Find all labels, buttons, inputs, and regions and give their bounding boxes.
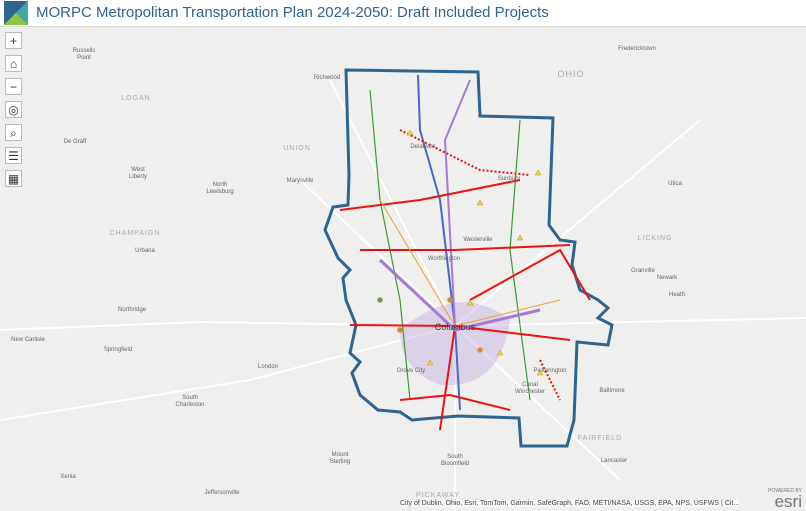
place-label: Fredericktown	[618, 46, 656, 52]
place-label: Pickerington	[533, 368, 566, 374]
app-title: MORPC Metropolitan Transportation Plan 2…	[36, 4, 549, 21]
place-label: Northridge	[118, 307, 147, 313]
place-label: Westerville	[463, 237, 493, 243]
place-label: Point	[77, 55, 91, 61]
header: MORPC Metropolitan Transportation Plan 2…	[0, 0, 806, 27]
search[interactable]: ⌕	[5, 124, 22, 141]
place-label: Columbus	[435, 322, 476, 332]
zoom-out[interactable]: −	[5, 78, 22, 95]
base-roads	[0, 79, 806, 511]
place-label: Delaware	[410, 144, 436, 150]
zoom-in[interactable]: +	[5, 32, 22, 49]
place-label: South	[447, 454, 463, 460]
projects	[339, 74, 591, 431]
county-label: UNION	[283, 145, 311, 152]
place-label: London	[258, 364, 278, 370]
place-label: Russells	[73, 48, 96, 54]
place-label: Lewisburg	[206, 189, 233, 195]
place-label: Jeffersonville	[205, 490, 241, 496]
place-label: Richwood	[314, 75, 340, 81]
place-label: Worthington	[428, 256, 460, 262]
place-label: Canal	[522, 382, 538, 388]
basemap-gallery[interactable]: ▦	[5, 170, 22, 187]
place-label: Mount	[332, 452, 349, 458]
place-label: Charleston	[175, 402, 204, 408]
place-label: Marysville	[287, 178, 314, 184]
place-labels: Russells Point Richwood Fredericktown OH…	[11, 46, 685, 499]
county-label: LICKING	[637, 235, 672, 242]
place-label: New Carlisle	[11, 337, 45, 343]
attribution: City of Dublin, Ohio, Esri, TomTom, Garm…	[400, 500, 740, 507]
place-label: South	[182, 395, 198, 401]
place-label: Xenia	[60, 474, 76, 480]
county-label: CHAMPAIGN	[110, 230, 161, 237]
place-label: Urbana	[135, 248, 155, 254]
home[interactable]: ⌂	[5, 55, 22, 72]
logo-icon	[4, 1, 28, 25]
place-label: Lancaster	[601, 458, 627, 464]
place-label: West	[131, 167, 145, 173]
logo-caption: POWERED BY	[768, 488, 802, 494]
place-label: Sunbury	[498, 176, 520, 182]
place-label: De Graff	[64, 139, 87, 145]
place-label: Liberty	[129, 174, 147, 180]
locate[interactable]: ◎	[5, 101, 22, 118]
place-label: Granville	[631, 268, 655, 274]
layer-list[interactable]: ☰	[5, 147, 22, 164]
place-label: North	[213, 182, 228, 188]
logo-name: esri	[774, 492, 802, 511]
mpo-boundary	[323, 68, 614, 448]
place-label: Winchester	[515, 389, 545, 395]
point-projects	[377, 129, 544, 376]
county-label: FAIRFIELD	[578, 435, 622, 442]
esri-logo: POWERED BY esri	[768, 488, 802, 511]
map-toolbar: + ⌂ − ◎ ⌕ ☰ ▦	[5, 32, 22, 193]
place-label: Heath	[669, 292, 685, 298]
state-label: OHIO	[557, 69, 584, 79]
place-label: Sterling	[330, 459, 350, 465]
place-label: Utica	[668, 181, 682, 187]
county-label: LOGAN	[121, 95, 151, 102]
place-label: Springfield	[104, 347, 132, 353]
place-label: Newark	[657, 275, 678, 281]
place-label: Baltimore	[599, 388, 625, 394]
place-label: Grove City	[397, 368, 425, 374]
place-label: Bloomfield	[441, 461, 469, 467]
county-label: PICKAWAY	[416, 492, 460, 499]
